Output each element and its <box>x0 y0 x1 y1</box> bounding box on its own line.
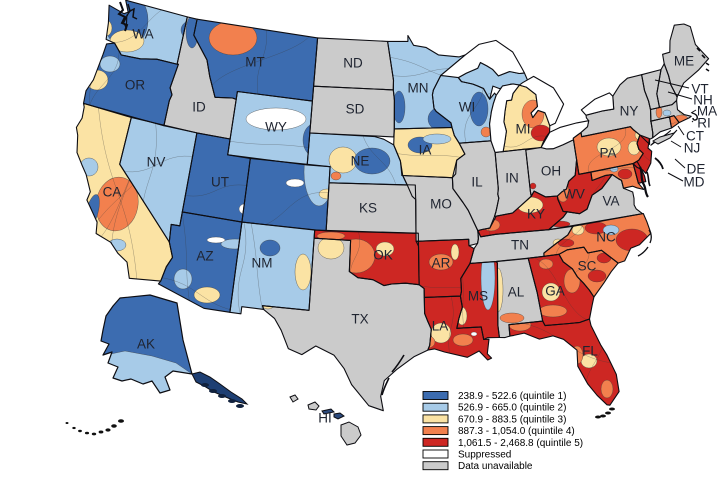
svg-text:887.3 - 1,054.0 (quintile 4): 887.3 - 1,054.0 (quintile 4) <box>458 426 575 437</box>
svg-text:NE: NE <box>351 154 370 169</box>
svg-text:KY: KY <box>527 207 545 222</box>
svg-text:UT: UT <box>211 175 229 190</box>
svg-text:PA: PA <box>599 146 616 161</box>
svg-text:OR: OR <box>125 78 146 93</box>
svg-text:KS: KS <box>359 201 377 216</box>
svg-text:MT: MT <box>245 55 265 70</box>
svg-text:NC: NC <box>596 230 616 245</box>
svg-text:NJ: NJ <box>684 141 701 156</box>
svg-text:TX: TX <box>351 312 368 327</box>
svg-text:LA: LA <box>432 319 449 334</box>
svg-text:RI: RI <box>697 116 711 131</box>
svg-text:GA: GA <box>545 284 565 299</box>
svg-text:WA: WA <box>132 27 153 42</box>
svg-text:MO: MO <box>430 197 452 212</box>
svg-text:Data unavailable: Data unavailable <box>458 461 533 472</box>
svg-text:MN: MN <box>408 81 429 96</box>
svg-text:WY: WY <box>265 120 287 135</box>
svg-text:VA: VA <box>602 194 619 209</box>
svg-text:MI: MI <box>516 122 531 137</box>
svg-text:DE: DE <box>687 162 706 177</box>
svg-text:FL: FL <box>582 344 598 359</box>
svg-text:AK: AK <box>137 337 155 352</box>
svg-text:NV: NV <box>147 155 166 170</box>
svg-text:OH: OH <box>541 164 561 179</box>
svg-text:WI: WI <box>459 100 476 115</box>
svg-text:526.9 - 665.0 (quintile 2): 526.9 - 665.0 (quintile 2) <box>458 403 566 414</box>
svg-text:HI: HI <box>318 411 332 426</box>
svg-text:NH: NH <box>693 93 713 108</box>
svg-text:IN: IN <box>505 171 519 186</box>
svg-text:SD: SD <box>346 102 365 117</box>
svg-text:670.9 - 883.5 (quintile 3): 670.9 - 883.5 (quintile 3) <box>458 414 566 425</box>
svg-text:Suppressed: Suppressed <box>458 450 511 461</box>
svg-text:AL: AL <box>508 285 525 300</box>
svg-text:WV: WV <box>563 187 585 202</box>
svg-text:SC: SC <box>578 259 597 274</box>
svg-text:NM: NM <box>252 256 273 271</box>
svg-text:AR: AR <box>432 256 451 271</box>
svg-text:CA: CA <box>103 185 122 200</box>
svg-text:VT: VT <box>691 82 708 97</box>
svg-text:NY: NY <box>620 104 639 119</box>
svg-text:1,061.5 - 2,468.8 (quintile 5): 1,061.5 - 2,468.8 (quintile 5) <box>458 438 583 449</box>
svg-text:AZ: AZ <box>196 249 213 264</box>
svg-text:TN: TN <box>511 238 529 253</box>
svg-text:ME: ME <box>674 54 694 69</box>
svg-text:MA: MA <box>697 104 717 119</box>
svg-text:MD: MD <box>684 175 705 190</box>
svg-text:CT: CT <box>686 129 704 144</box>
svg-text:OK: OK <box>373 248 393 263</box>
svg-text:IL: IL <box>471 175 483 190</box>
svg-text:238.9 - 522.6 (quintile 1): 238.9 - 522.6 (quintile 1) <box>458 391 566 402</box>
svg-text:IA: IA <box>419 143 432 158</box>
svg-text:MS: MS <box>468 289 488 304</box>
svg-text:ID: ID <box>192 100 206 115</box>
svg-text:ND: ND <box>343 56 363 71</box>
